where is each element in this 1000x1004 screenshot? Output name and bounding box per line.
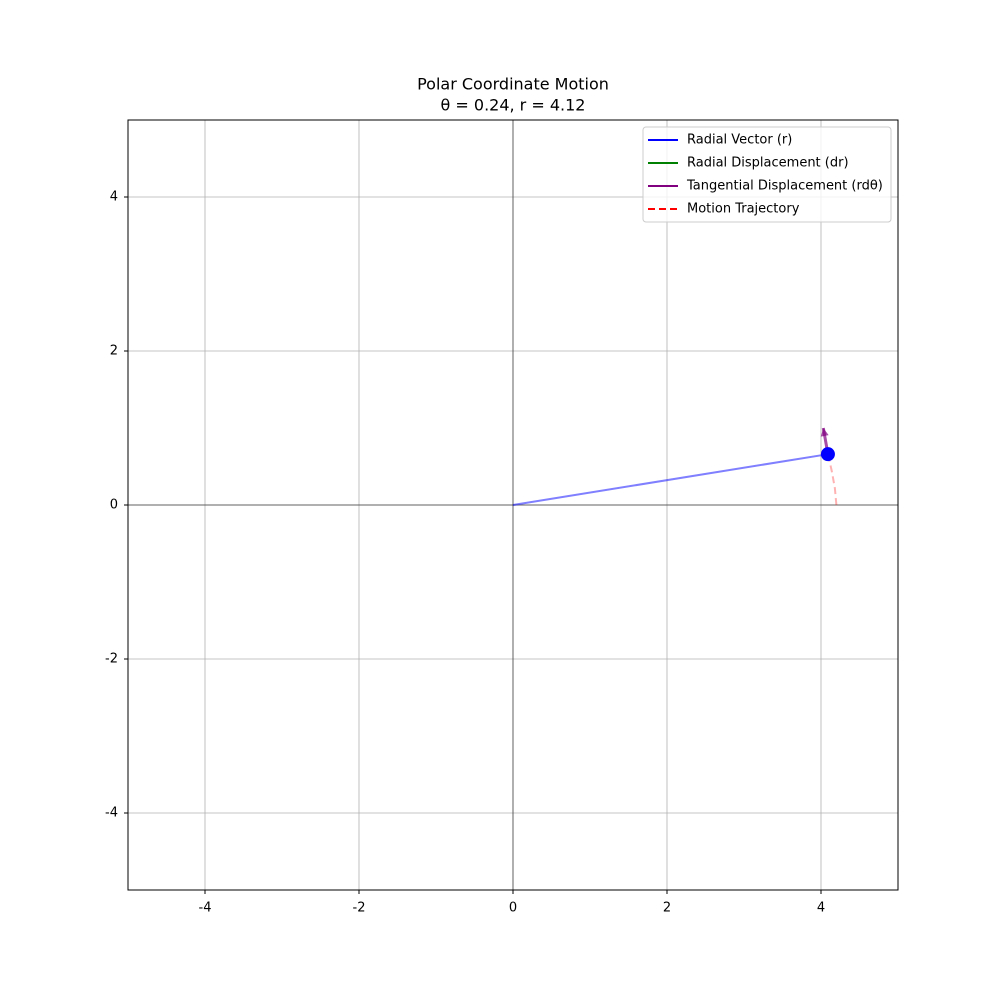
series-line xyxy=(826,453,838,506)
y-tick-label: -4 xyxy=(105,806,118,821)
legend-label: Tangential Displacement (rdθ) xyxy=(686,179,883,194)
point-marker xyxy=(820,447,835,462)
x-tick-label: 4 xyxy=(817,901,825,916)
x-tick-label: 2 xyxy=(663,901,671,916)
y-tick-label: 0 xyxy=(110,498,118,513)
series-line xyxy=(512,453,829,506)
legend-box xyxy=(642,126,892,223)
x-tick-label: 0 xyxy=(509,901,517,916)
plot-frame xyxy=(127,119,899,891)
arrow-head xyxy=(820,428,829,437)
legend-label: Radial Vector (r) xyxy=(687,133,792,148)
x-tick-label: -2 xyxy=(353,901,366,916)
legend-label: Radial Displacement (dr) xyxy=(687,156,849,171)
y-tick-label: -2 xyxy=(105,652,118,667)
legend: Radial Vector (r) Radial Displacement (dr… xyxy=(642,126,892,223)
y-tick-label: 2 xyxy=(110,344,118,359)
legend-label: Motion Trajectory xyxy=(687,202,800,217)
chart-title: Polar Coordinate Motion xyxy=(417,75,609,94)
x-tick-label: -4 xyxy=(199,901,212,916)
y-tick-label: 4 xyxy=(110,190,118,205)
chart-subtitle: θ = 0.24, r = 4.12 xyxy=(441,96,586,115)
